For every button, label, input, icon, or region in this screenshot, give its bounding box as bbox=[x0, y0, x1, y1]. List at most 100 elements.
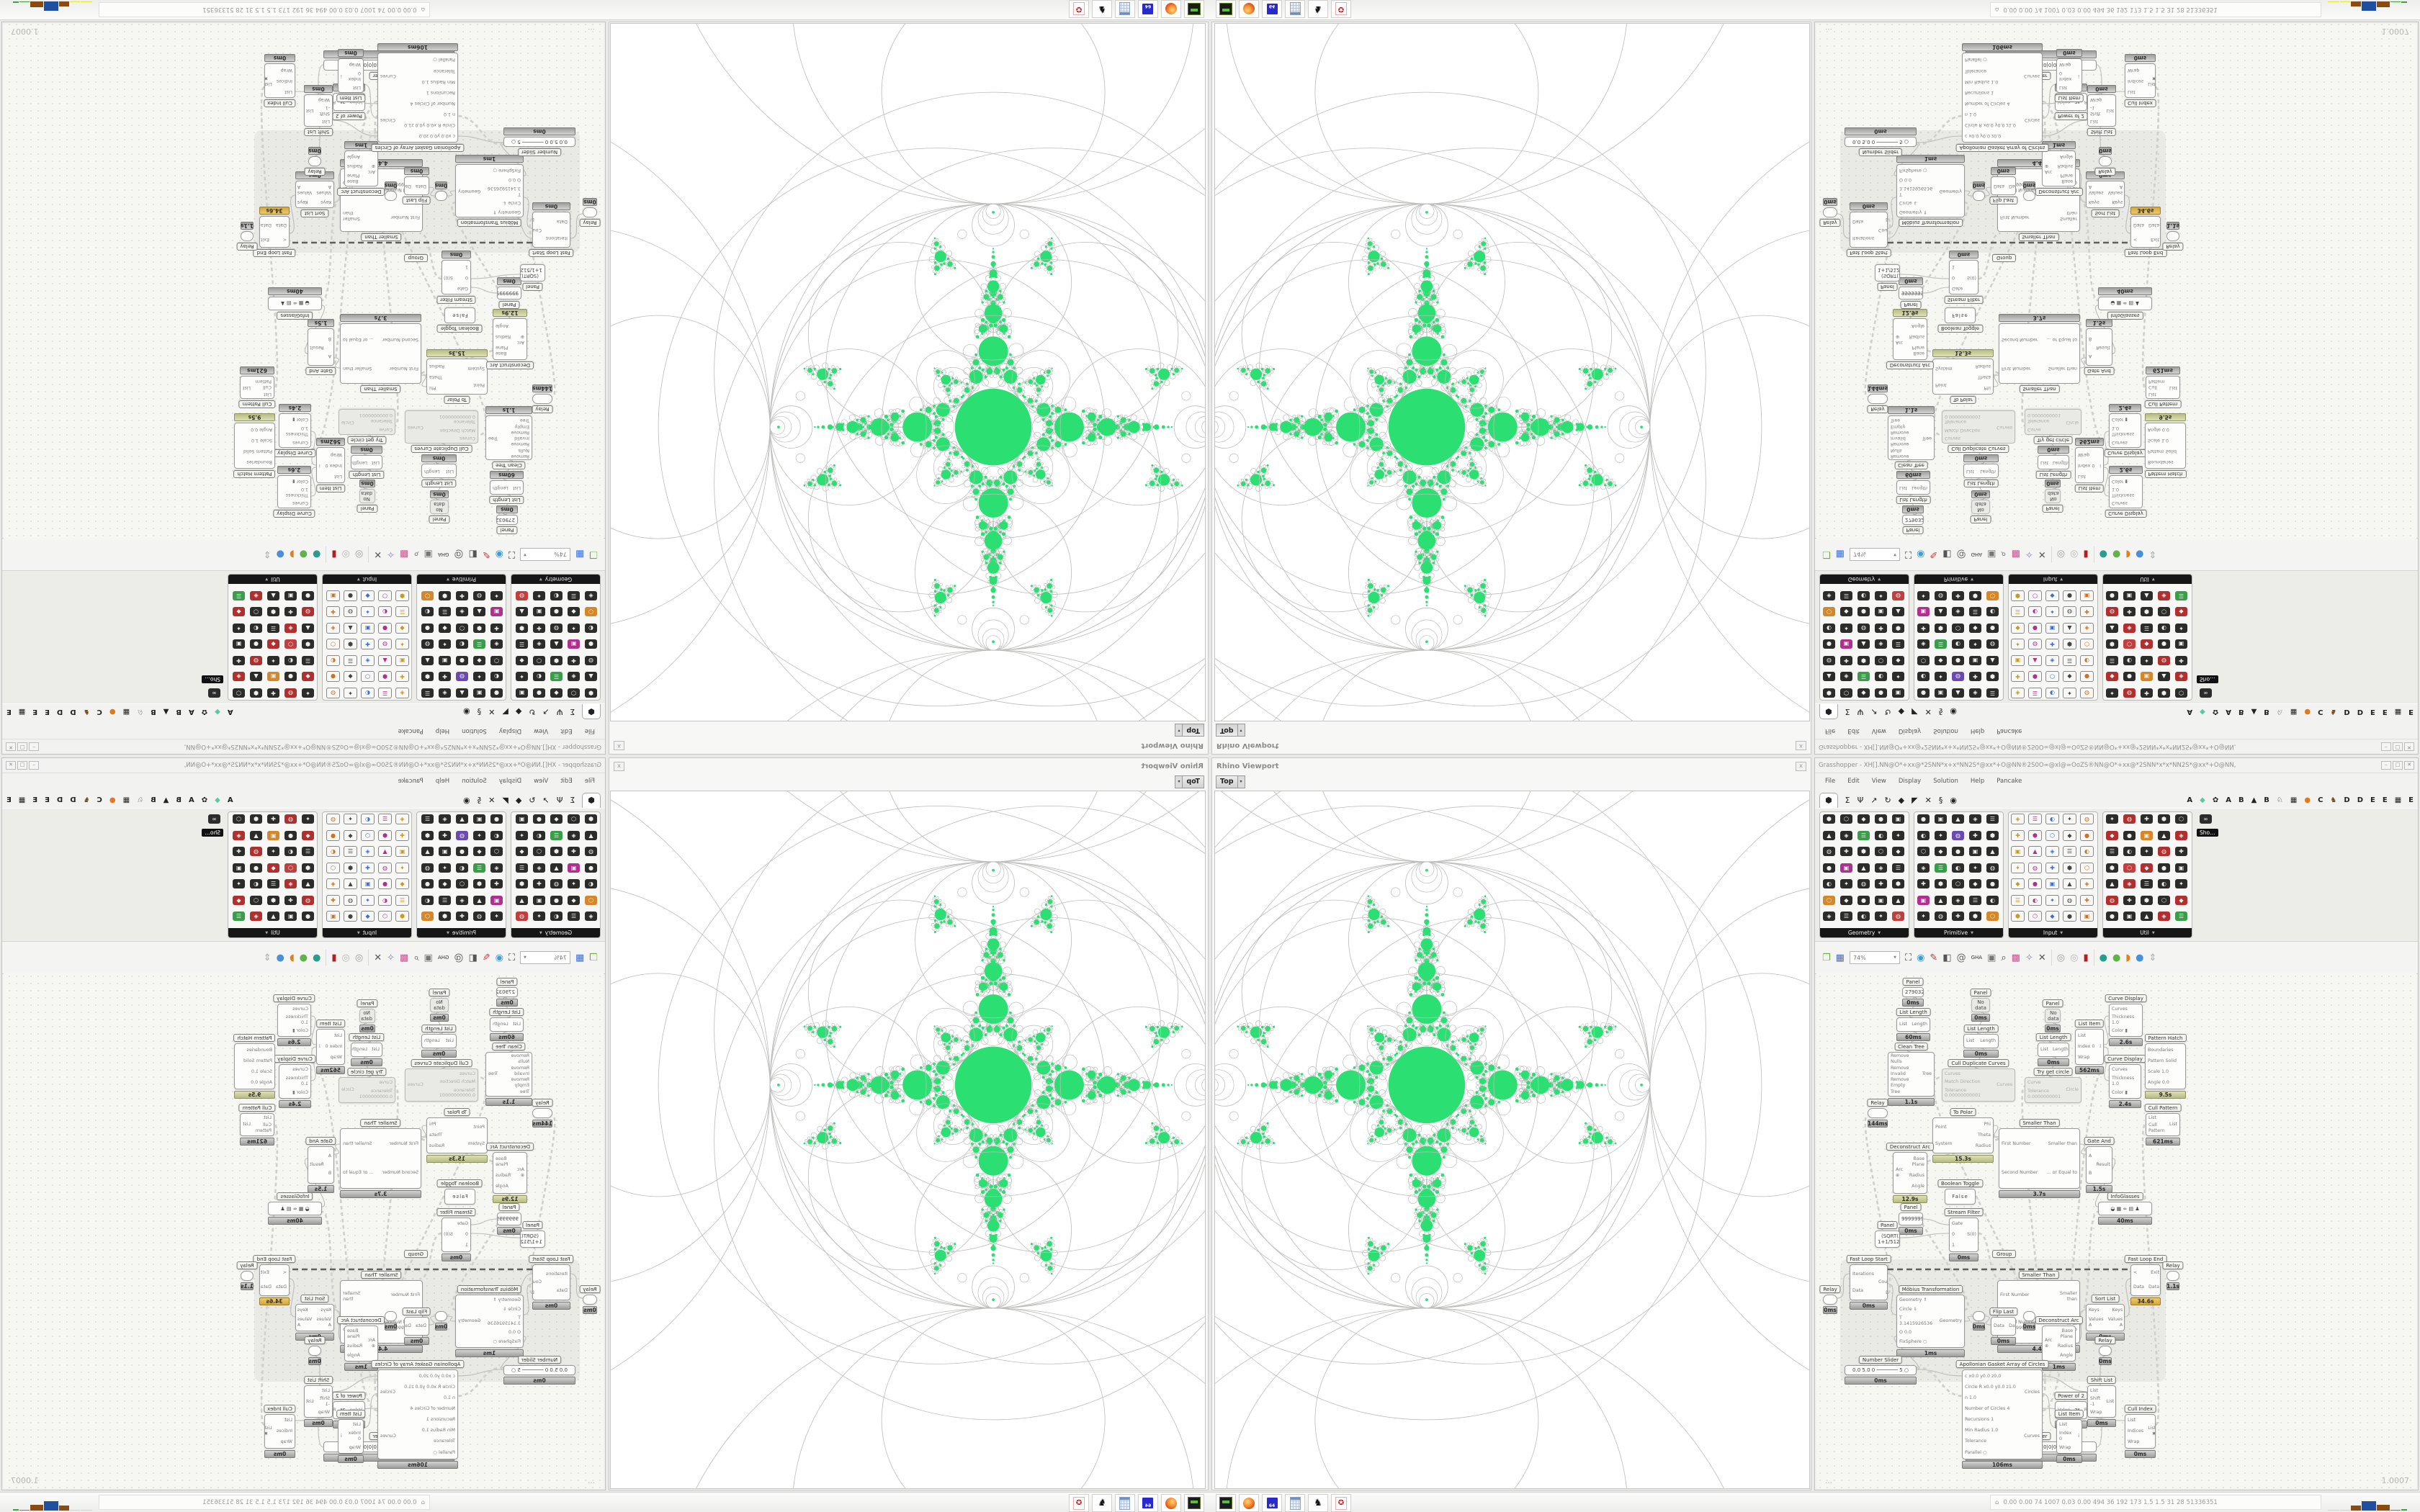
toolbar-icon-btn[interactable]: ◗ bbox=[2125, 952, 2131, 963]
palette-component-icon[interactable]: ◈ bbox=[2122, 878, 2137, 889]
toolbar-icon-btn[interactable]: ▣ bbox=[1987, 952, 1996, 963]
palette-component-icon[interactable]: ◐ bbox=[454, 863, 470, 873]
input-port[interactable]: Circle ⇓ bbox=[503, 1306, 521, 1312]
output-port[interactable]: Exit bbox=[260, 1270, 269, 1276]
palette-component-icon[interactable]: ⬡ bbox=[489, 846, 504, 857]
output-port[interactable]: List bbox=[243, 1122, 251, 1128]
toolbar-icon-btn[interactable]: ⇕ bbox=[263, 952, 272, 963]
input-port[interactable]: Pattern Solid bbox=[2148, 1058, 2177, 1063]
palette-component-icon[interactable]: ◈ bbox=[489, 863, 504, 873]
gh-node-curve-display[interactable]: Curve Display Curves Thickness 1.0 Color ▮ 2… bbox=[273, 994, 315, 1046]
menu-solution[interactable]: Solution bbox=[1933, 778, 1958, 785]
gh-node-flip-last[interactable]: Flip LastDataData0ms bbox=[1989, 1308, 2018, 1345]
gh-node-panel[interactable]: Panel9999999990ms bbox=[497, 1203, 521, 1235]
palette-component-icon[interactable]: ◆ bbox=[2105, 830, 2120, 841]
palette-component-icon[interactable]: ✦ bbox=[2105, 814, 2120, 824]
palette-component-icon[interactable]: ◍ bbox=[514, 911, 529, 922]
palette-component-icon[interactable]: ◐ bbox=[2027, 894, 2043, 906]
palette-component-icon[interactable]: ⬢ bbox=[514, 878, 529, 889]
input-port[interactable]: Arc ⊕ bbox=[516, 1167, 524, 1178]
palette-component-icon[interactable]: ⬢ bbox=[1821, 814, 1837, 824]
palette-tab-plugin[interactable]: B bbox=[2264, 796, 2269, 804]
palette-component-icon[interactable]: ◈ bbox=[248, 911, 264, 922]
node-body[interactable]: List Index 0 Wrap i bbox=[2056, 1419, 2082, 1454]
node-body[interactable]: Geometry ⇑ Circle ⇓ T 3.1415926536 O 0.0 Fix… bbox=[1896, 1295, 1965, 1348]
node-body[interactable]: DataData bbox=[1991, 1317, 2016, 1336]
node-body[interactable]: Keys Values A Keys Values A bbox=[2086, 1304, 2125, 1331]
gh-node-list-length[interactable]: List Length List Length 60ms bbox=[1896, 1008, 1931, 1041]
input-port[interactable]: Number of Circles 4 bbox=[410, 1406, 455, 1411]
node-body[interactable]: List Length bbox=[2038, 1043, 2069, 1057]
palette-component-icon[interactable]: ◐ bbox=[549, 911, 564, 922]
palette-component-icon[interactable]: ● bbox=[2027, 878, 2043, 890]
output-port[interactable]: Phi bbox=[1984, 1121, 1991, 1127]
output-port[interactable]: Angle bbox=[1912, 1184, 1924, 1189]
output-port[interactable]: Values A bbox=[2107, 1316, 2123, 1328]
palette-component-icon[interactable]: ⬡ bbox=[1821, 895, 1837, 906]
palette-component-icon[interactable]: ◍ bbox=[2079, 814, 2094, 824]
input-port[interactable]: O 0.0 bbox=[1899, 1330, 1912, 1336]
palette-component-icon[interactable]: ◐ bbox=[377, 894, 393, 906]
gh-node-cull-index[interactable]: Cull Index List Indices Wrap List ✖ 0ms bbox=[2124, 1405, 2156, 1458]
palette-tab-plugin[interactable]: E bbox=[45, 796, 50, 804]
palette-component-icon[interactable]: ✚ bbox=[266, 814, 281, 824]
canvas-menu-dots[interactable]: … bbox=[1825, 1477, 1832, 1485]
toolbar-icon-btn[interactable]: @ bbox=[454, 952, 464, 963]
output-port[interactable]: Data bbox=[1878, 1290, 1887, 1296]
palette-component-icon[interactable]: ● bbox=[283, 830, 298, 841]
palette-component-icon[interactable]: ◈ bbox=[532, 863, 547, 873]
input-port[interactable]: Tolerance bbox=[433, 1439, 455, 1444]
output-port[interactable]: Exit bbox=[2151, 1270, 2160, 1276]
gh-node-to-polar[interactable]: To Polar Point System Phi Theta Radius 15.3s bbox=[426, 1108, 488, 1163]
gh-node-smaller-than[interactable]: Smaller Than First Number Second Number Sma… bbox=[1999, 1119, 2080, 1198]
node-body[interactable] bbox=[1868, 1108, 1888, 1118]
gh-node-apollonian-gasket-array-of-circles[interactable]: Apollonian Gasket Array of Circles c x0.0… bbox=[1955, 1360, 2049, 1469]
palette-component-icon[interactable]: ◈ bbox=[1839, 830, 1854, 841]
palette-component-icon[interactable]: ◍ bbox=[283, 814, 298, 824]
taskbar-icon-floppy64[interactable]: 64 bbox=[1138, 1494, 1158, 1512]
input-port[interactable]: Tree bbox=[519, 1089, 529, 1094]
palette-component-icon[interactable]: ▲ bbox=[248, 830, 264, 841]
gh-node-shift-list[interactable]: Shift List List Shift -1 Wrap List 0ms bbox=[303, 1376, 333, 1427]
gh-node-smaller-than[interactable]: Smaller Than First Number Second Number Sma… bbox=[340, 1119, 421, 1198]
palette-tab-plugin[interactable]: D bbox=[70, 796, 76, 804]
palette-component-icon[interactable]: ▲ bbox=[454, 814, 470, 824]
taskbar-icon-recorder[interactable] bbox=[1184, 1494, 1204, 1512]
palette-component-icon[interactable]: ⬢ bbox=[437, 911, 452, 922]
palette-component-icon[interactable]: ◆ bbox=[2062, 829, 2077, 841]
node-body[interactable]: ◒ ▦ ∞ ▤ ♟ bbox=[268, 1202, 322, 1215]
toolbar-icon-btn[interactable]: ◎ bbox=[2056, 952, 2066, 963]
gh-node-list-item[interactable]: List Item List Index 0 Wrap i 0ms bbox=[2054, 1410, 2084, 1463]
palette-component-icon[interactable]: ▣ bbox=[1839, 863, 1854, 873]
node-body[interactable]: List Cull Pattern List bbox=[240, 1113, 274, 1136]
node-body[interactable]: A B Result bbox=[308, 1146, 334, 1184]
node-body[interactable] bbox=[532, 1108, 552, 1118]
palette-component-icon[interactable]: ✦ bbox=[1839, 878, 1854, 889]
palette-component-icon[interactable]: ✦ bbox=[514, 830, 529, 841]
palette-component-icon[interactable]: ⬢ bbox=[1968, 911, 1983, 922]
input-port[interactable]: Data bbox=[2133, 1284, 2145, 1290]
output-port[interactable]: Radius bbox=[496, 1172, 511, 1178]
input-port[interactable]: Index 0 bbox=[348, 1431, 361, 1441]
palette-component-icon[interactable]: ✚ bbox=[566, 846, 581, 857]
input-port[interactable]: Wrap bbox=[318, 1409, 330, 1415]
rhino-viewport-canvas[interactable] bbox=[1214, 791, 1810, 1489]
palette-component-icon[interactable]: ✦ bbox=[472, 830, 487, 841]
gh-node-deconstruct-arc[interactable]: Deconstruct Arc Arc ⊕ Base Plane Radius Angl… bbox=[2035, 1316, 2083, 1371]
rhino-viewport-canvas[interactable] bbox=[1214, 23, 1810, 721]
node-body[interactable]: List Length bbox=[1963, 1034, 1999, 1048]
palette-component-icon[interactable]: ☰ bbox=[514, 863, 529, 873]
palette-component-icon[interactable]: ● bbox=[549, 895, 564, 906]
node-body[interactable]: Geometry ⇑ Circle ⇓ T 3.1415926536 O 0.0 Fix… bbox=[455, 1295, 524, 1348]
toolbar-icon-btn[interactable]: ◗ bbox=[289, 952, 295, 963]
palette-component-icon[interactable]: ⬡ bbox=[1950, 878, 1966, 889]
gh-node-list-length[interactable]: List Length List Length 0ms bbox=[421, 1025, 457, 1058]
input-port[interactable]: Wrap bbox=[2078, 1055, 2090, 1061]
node-body[interactable]: Curve Tolerance 0.0000000001 Circle bbox=[2025, 1077, 2081, 1103]
palette-component-icon[interactable]: ⬢ bbox=[2010, 911, 2025, 922]
input-port[interactable]: Data bbox=[275, 1284, 287, 1290]
palette-component-icon[interactable]: ☰ bbox=[566, 911, 581, 922]
menu-file[interactable]: File bbox=[584, 778, 595, 785]
gh-node-relay[interactable]: Relay 0ms bbox=[304, 1336, 326, 1365]
